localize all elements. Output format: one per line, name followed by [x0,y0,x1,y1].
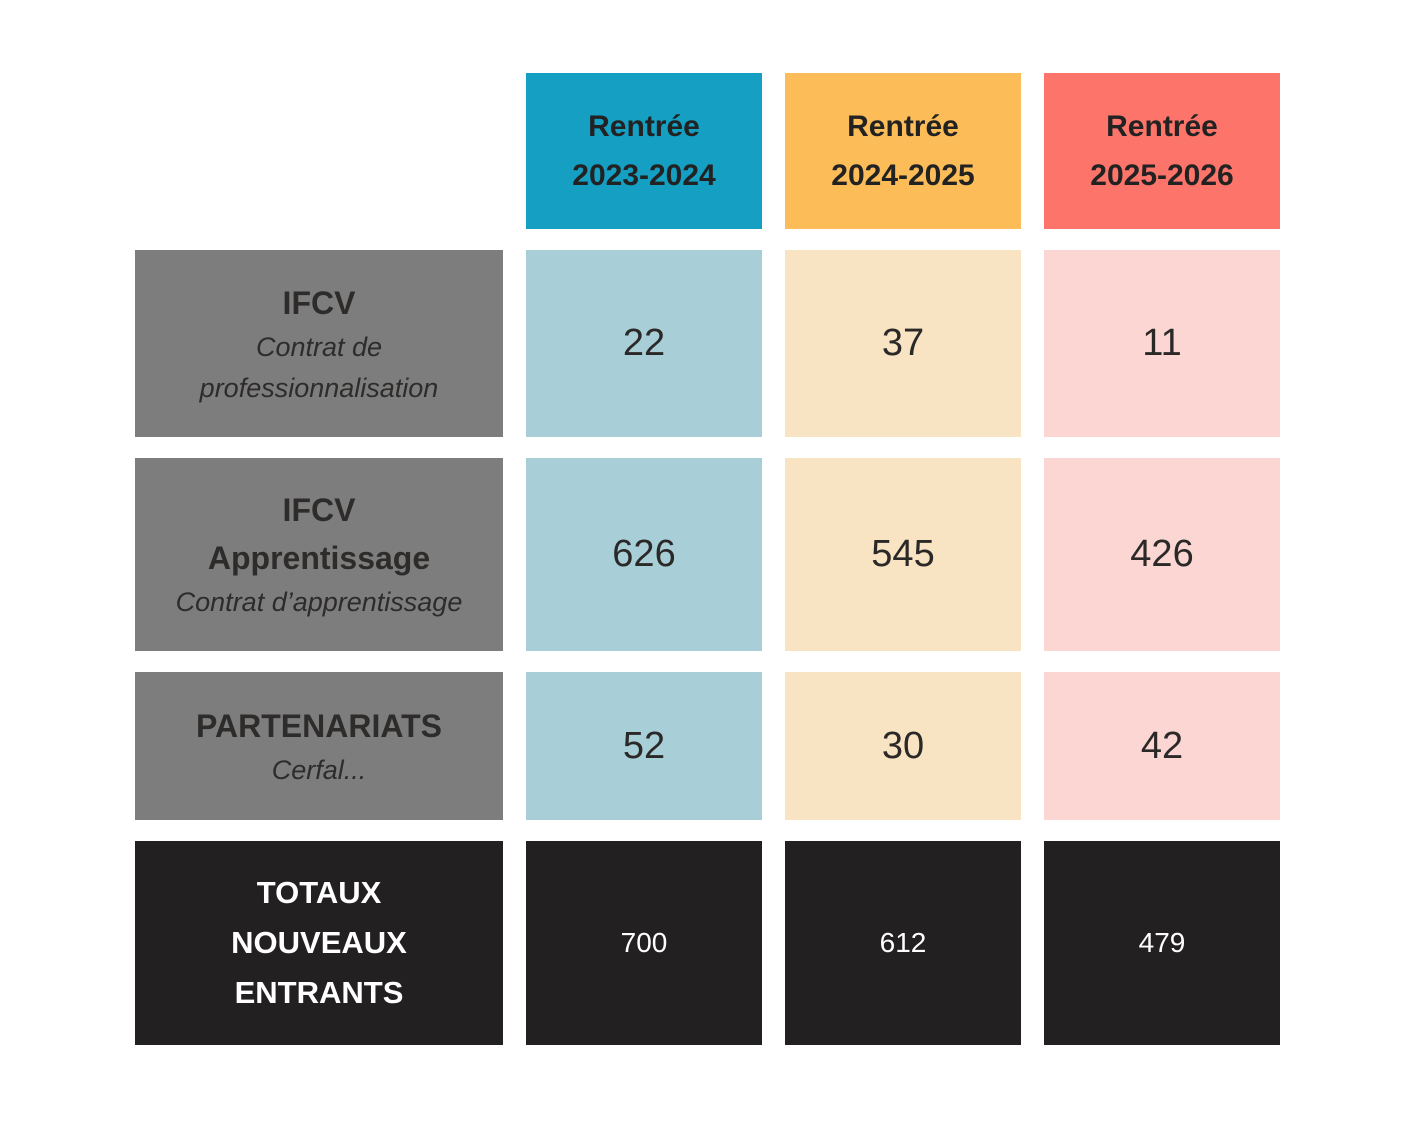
row-header-partenariats: PARTENARIATS Cerfal... [135,672,503,820]
totals-label: TOTAUX NOUVEAUX ENTRANTS [231,875,407,1010]
row-title: IFCV [282,284,356,321]
column-header-2025-2026: Rentrée 2025-2026 [1044,73,1280,229]
cell-value: 42 [1140,724,1184,767]
column-header-2024-2025: Rentrée 2024-2025 [785,73,1021,229]
data-cell-ifcv-2024: 37 [785,250,1021,437]
enrollment-grid: Rentrée 2023-2024 Rentrée 2024-2025 Rent… [135,73,1280,1045]
row-subtitle: Contrat de professionnalisation [199,331,439,403]
totals-value: 479 [1138,927,1186,958]
column-header-label: Rentrée 2024-2025 [831,110,975,192]
totals-value: 612 [879,927,927,958]
data-cell-ifcv-2023: 22 [526,250,762,437]
column-header-label: Rentrée 2025-2026 [1090,110,1234,192]
corner-spacer [135,73,503,229]
cell-value: 22 [622,322,666,364]
cell-value: 52 [622,724,666,767]
cell-value: 30 [881,724,925,767]
totals-cell-2025: 479 [1044,841,1280,1045]
data-cell-partenariats-2023: 52 [526,672,762,820]
data-cell-partenariats-2024: 30 [785,672,1021,820]
row-title: PARTENARIATS [196,707,442,744]
totals-value: 700 [620,927,668,958]
data-cell-partenariats-2025: 42 [1044,672,1280,820]
data-cell-apprentissage-2024: 545 [785,458,1021,651]
cell-value: 37 [881,322,925,364]
column-header-label: Rentrée 2023-2024 [572,110,716,192]
totals-cell-2023: 700 [526,841,762,1045]
row-title: IFCV Apprentissage [207,492,431,576]
row-subtitle: Contrat d’apprentissage [175,587,463,617]
cell-value: 626 [612,533,676,575]
row-subtitle: Cerfal... [271,754,367,785]
totals-cell-2024: 612 [785,841,1021,1045]
cell-value: 545 [871,533,935,575]
data-cell-apprentissage-2023: 626 [526,458,762,651]
cell-value: 426 [1130,533,1194,575]
data-cell-apprentissage-2025: 426 [1044,458,1280,651]
column-header-2023-2024: Rentrée 2023-2024 [526,73,762,229]
totals-row-header: TOTAUX NOUVEAUX ENTRANTS [135,841,503,1045]
row-header-ifcv-apprentissage: IFCV Apprentissage Contrat d’apprentissa… [135,458,503,651]
row-header-ifcv-professionnalisation: IFCV Contrat de professionnalisation [135,250,503,437]
cell-value: 11 [1142,322,1182,364]
data-cell-ifcv-2025: 11 [1044,250,1280,437]
